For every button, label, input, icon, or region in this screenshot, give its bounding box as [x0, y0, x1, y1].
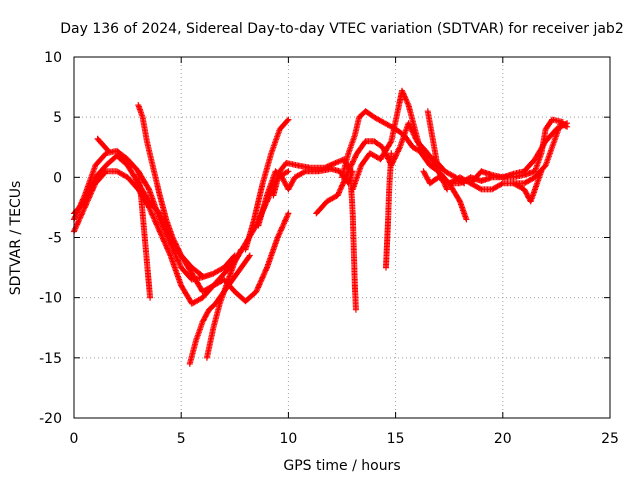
x-tick-label: 5 — [177, 431, 186, 447]
plus-markers — [347, 174, 359, 313]
x-tick-label: 25 — [601, 431, 619, 447]
data-markers — [71, 87, 571, 367]
x-tick-label: 15 — [387, 431, 405, 447]
chart-title: Day 136 of 2024, Sidereal Day-to-day VTE… — [60, 21, 623, 37]
series-track — [242, 116, 292, 253]
x-tick-label: 10 — [279, 431, 297, 447]
plus-markers — [94, 135, 112, 154]
plus-markers — [203, 246, 245, 361]
series-track — [94, 135, 112, 154]
plus-markers — [510, 168, 545, 205]
plus-markers — [339, 108, 468, 187]
x-tick-label: 20 — [494, 431, 512, 447]
plus-markers — [383, 150, 395, 271]
y-tick-label: 5 — [53, 110, 62, 126]
series-track — [424, 108, 442, 175]
y-axis-label: SDTVAR / TECUs — [8, 181, 24, 296]
series-track — [347, 174, 359, 313]
y-tick-label: -15 — [39, 351, 62, 367]
plus-markers — [135, 102, 206, 279]
y-tick-label: 10 — [44, 50, 62, 66]
series-track — [135, 102, 206, 279]
series-track — [203, 246, 245, 361]
series-track — [467, 116, 566, 187]
plus-markers — [135, 168, 154, 301]
y-tick-label: -5 — [48, 231, 62, 247]
y-tick-label: 0 — [53, 170, 62, 186]
x-axis-label: GPS time / hours — [283, 458, 400, 474]
axis-ticks: 0 5 10 15 20 25 -20 -15 -10 -5 0 5 10 — [39, 50, 619, 447]
x-tick-label: 0 — [70, 431, 79, 447]
y-tick-label: -10 — [39, 291, 62, 307]
series-track — [383, 150, 395, 271]
plus-markers — [242, 116, 292, 253]
series-track — [135, 168, 154, 301]
series-track — [510, 168, 545, 205]
y-tick-label: -20 — [39, 411, 62, 427]
plus-markers — [467, 116, 566, 187]
series-track — [339, 108, 468, 187]
plus-markers — [424, 108, 442, 175]
